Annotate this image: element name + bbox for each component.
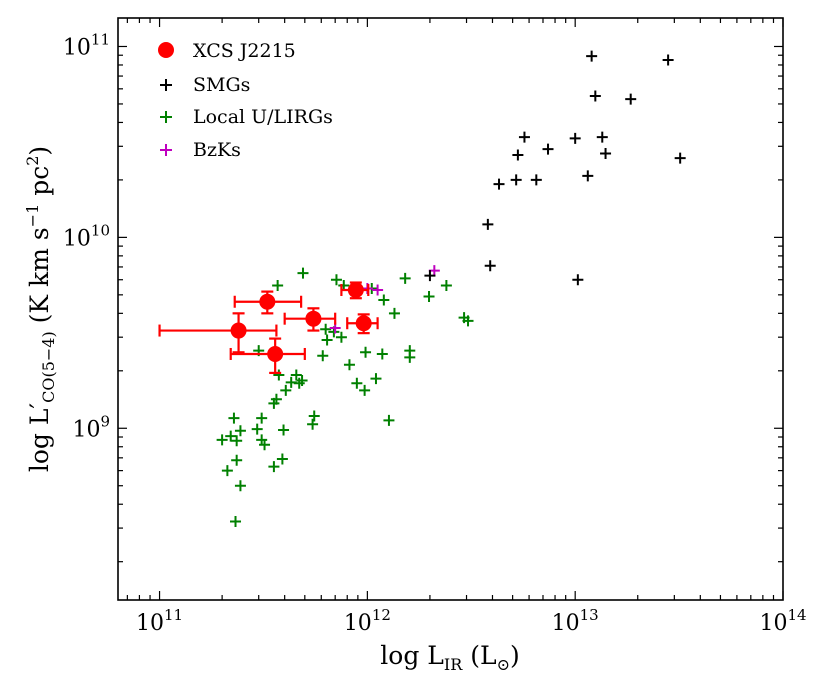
- data-point-plus: [270, 393, 282, 405]
- data-point-plus: [335, 331, 347, 343]
- data-point-plus: [596, 131, 608, 143]
- legend: XCS J2215 SMGs Local U/LIRGs BzKs: [158, 40, 333, 161]
- data-point-plus: [272, 279, 284, 291]
- series-local-u-lirgs: [216, 267, 474, 527]
- y-tick-labels: 109 1010 1011: [63, 30, 110, 442]
- data-point-plus: [600, 148, 612, 160]
- data-point-plus: [343, 359, 355, 371]
- legend-marker-plus: [160, 144, 172, 156]
- data-point-plus: [230, 515, 242, 527]
- data-point-plus: [251, 423, 263, 435]
- data-point-plus: [482, 218, 494, 230]
- data-point-circle: [355, 315, 372, 332]
- data-point-plus: [273, 369, 285, 381]
- data-point-plus: [462, 315, 474, 327]
- data-point-plus: [290, 369, 302, 381]
- data-point-plus: [308, 410, 320, 422]
- legend-marker-circle: [158, 42, 174, 58]
- data-point-plus: [317, 350, 329, 362]
- data-point-plus: [404, 351, 416, 363]
- y-tick-label: 1010: [63, 221, 110, 251]
- legend-label-xcs: XCS J2215: [193, 40, 296, 62]
- series-xcs-j2215: [158, 281, 379, 375]
- data-point-plus: [296, 374, 308, 386]
- data-point-plus: [378, 294, 390, 306]
- data-point-plus: [231, 435, 243, 447]
- data-point-plus: [216, 434, 228, 446]
- data-point-plus: [399, 272, 411, 284]
- legend-marker-plus: [160, 111, 172, 123]
- x-tick-label: 1014: [759, 606, 806, 636]
- data-point-plus: [510, 174, 522, 186]
- data-point-plus: [221, 465, 233, 477]
- data-point-plus: [225, 430, 237, 442]
- data-point-plus: [372, 284, 384, 296]
- data-point-plus: [360, 346, 372, 358]
- data-point-plus: [370, 373, 382, 385]
- data-point-plus: [351, 377, 363, 389]
- data-point-plus: [297, 267, 309, 279]
- data-point-circle: [267, 345, 284, 362]
- data-point-plus: [259, 439, 271, 451]
- data-point-plus: [359, 384, 371, 396]
- data-point-plus: [423, 291, 435, 303]
- data-point-plus: [320, 323, 332, 335]
- legend-marker-plus: [160, 79, 172, 91]
- data-point-plus: [512, 149, 524, 161]
- data-point-plus: [572, 274, 584, 286]
- data-point-plus: [231, 454, 243, 466]
- data-point-plus: [376, 348, 388, 360]
- data-point-plus: [383, 414, 395, 426]
- data-point-plus: [276, 453, 288, 465]
- data-point-plus: [234, 480, 246, 492]
- data-point-plus: [307, 418, 319, 430]
- data-point-plus: [625, 93, 637, 105]
- plot-frame: [117, 17, 784, 601]
- x-tick-label: 1013: [552, 606, 599, 636]
- data-series: [158, 50, 686, 527]
- legend-item-bzks: BzKs: [160, 139, 241, 161]
- data-point-circle: [259, 293, 276, 310]
- x-tick-labels: 1011 1012 1013 1014: [136, 606, 807, 636]
- data-point-plus: [569, 132, 581, 144]
- data-point-plus: [530, 174, 542, 186]
- data-point-plus: [330, 274, 342, 286]
- data-point-plus: [234, 425, 246, 437]
- data-point-plus: [278, 424, 290, 436]
- y-tick-label: 109: [72, 412, 110, 442]
- data-point-plus: [493, 178, 505, 190]
- y-axis-label: log L′CO(5−4) (K km s−1 pc2): [23, 146, 58, 472]
- data-point-plus: [589, 90, 601, 102]
- data-point-plus: [674, 152, 686, 164]
- x-axis-label: log LIR (L⊙): [380, 641, 519, 674]
- x-tick-label: 1012: [344, 606, 391, 636]
- data-point-plus: [542, 143, 554, 155]
- data-point-plus: [388, 307, 400, 319]
- data-point-plus: [280, 384, 292, 396]
- data-point-plus: [484, 260, 496, 272]
- data-point-circle: [230, 322, 247, 339]
- y-tick-label: 1011: [63, 30, 110, 60]
- data-point-plus: [440, 279, 452, 291]
- legend-label-ulirgs: Local U/LIRGs: [193, 106, 333, 128]
- legend-item-smgs: SMGs: [160, 74, 250, 96]
- data-point-plus: [256, 412, 268, 424]
- legend-item-xcs: XCS J2215: [158, 40, 296, 62]
- data-point-plus: [582, 170, 594, 182]
- data-point-circle: [347, 282, 364, 299]
- data-point-plus: [586, 50, 598, 62]
- data-point-plus: [228, 412, 240, 424]
- data-point-plus: [268, 461, 280, 473]
- data-point-plus: [662, 54, 674, 66]
- legend-label-smgs: SMGs: [193, 74, 250, 96]
- series-smgs: [424, 50, 686, 286]
- legend-label-bzks: BzKs: [193, 139, 241, 161]
- data-point-circle: [305, 310, 322, 327]
- data-point-plus: [321, 334, 333, 346]
- legend-item-ulirgs: Local U/LIRGs: [160, 106, 333, 128]
- x-tick-label: 1011: [136, 606, 183, 636]
- data-point-plus: [518, 131, 530, 143]
- data-point-plus: [424, 270, 436, 282]
